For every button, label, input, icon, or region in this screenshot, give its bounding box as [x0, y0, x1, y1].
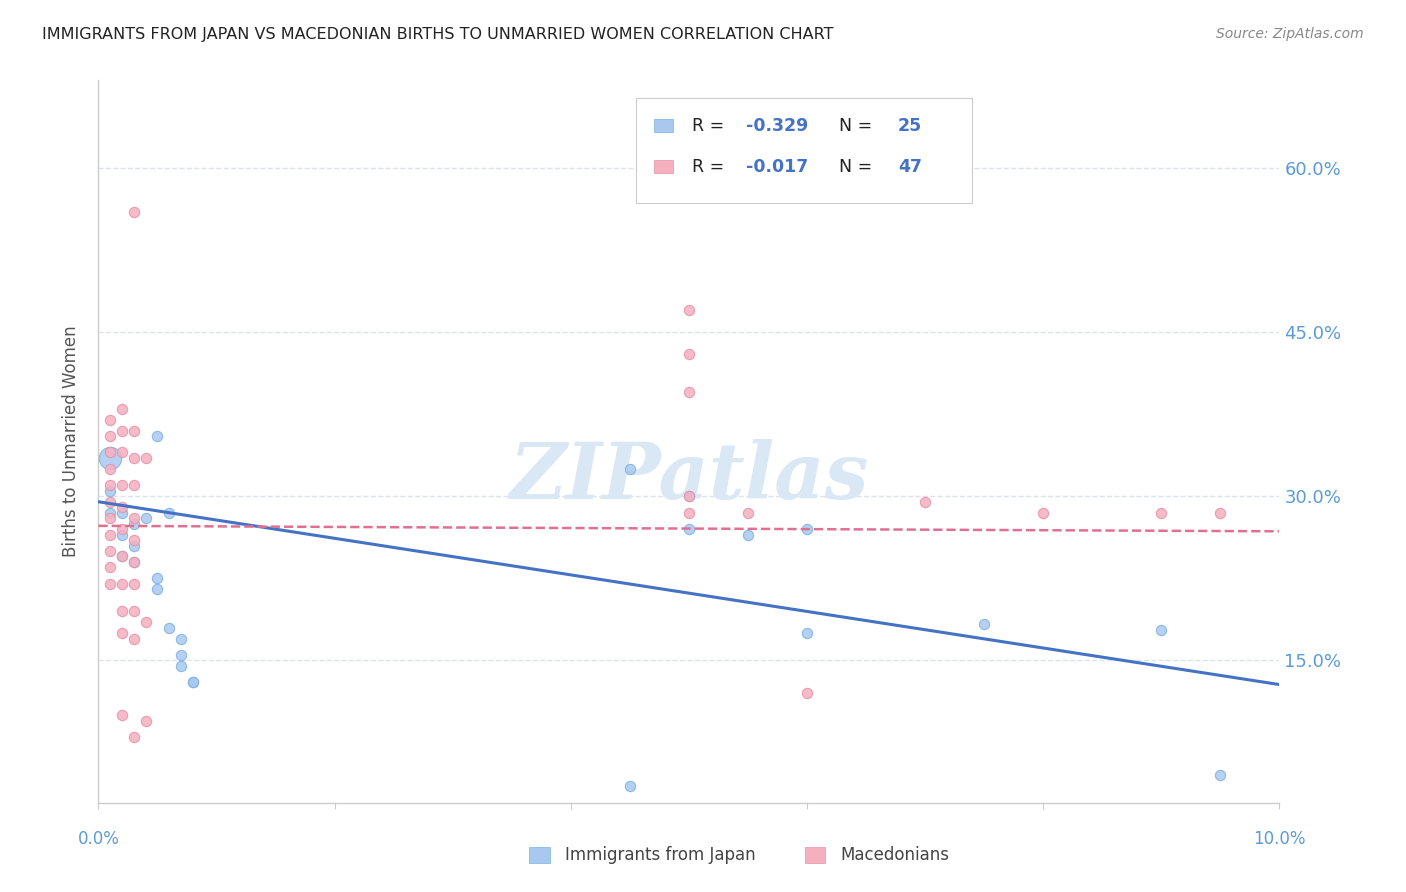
Point: [98, 445, 121, 459]
Point: [678, 489, 700, 503]
Point: [98, 494, 121, 508]
Point: [122, 533, 145, 547]
Text: -0.329: -0.329: [745, 117, 808, 135]
Text: 25: 25: [898, 117, 922, 135]
Point: [111, 577, 134, 591]
Point: [98, 412, 121, 426]
Point: [181, 675, 204, 690]
Text: R =: R =: [693, 158, 730, 176]
Point: [796, 626, 818, 640]
Point: [122, 516, 145, 531]
Point: [135, 615, 157, 630]
Point: [678, 347, 700, 361]
Point: [181, 675, 204, 690]
Point: [98, 544, 121, 558]
Point: [111, 522, 134, 536]
FancyBboxPatch shape: [654, 161, 672, 173]
Point: [157, 621, 180, 635]
Point: [135, 450, 157, 465]
Point: [98, 506, 121, 520]
Point: [111, 445, 134, 459]
Point: [111, 401, 134, 416]
Point: [122, 478, 145, 492]
Point: [678, 522, 700, 536]
Point: [146, 429, 169, 443]
Point: [98, 577, 121, 591]
Text: IMMIGRANTS FROM JAPAN VS MACEDONIAN BIRTHS TO UNMARRIED WOMEN CORRELATION CHART: IMMIGRANTS FROM JAPAN VS MACEDONIAN BIRT…: [42, 27, 834, 42]
Point: [122, 424, 145, 438]
Text: Macedonians: Macedonians: [841, 846, 949, 863]
Text: ZIPatlas: ZIPatlas: [509, 440, 869, 516]
Point: [98, 527, 121, 541]
Point: [111, 549, 134, 564]
Point: [619, 462, 641, 476]
Point: [678, 489, 700, 503]
Text: N =: N =: [828, 158, 879, 176]
Point: [111, 500, 134, 515]
Point: [796, 522, 818, 536]
Point: [111, 424, 134, 438]
Point: [1209, 768, 1232, 782]
Point: [1150, 623, 1173, 637]
Text: N =: N =: [828, 117, 879, 135]
Point: [170, 659, 193, 673]
Text: R =: R =: [693, 117, 730, 135]
Point: [98, 478, 121, 492]
Point: [796, 686, 818, 700]
Point: [170, 632, 193, 646]
Point: [146, 571, 169, 585]
Text: 10.0%: 10.0%: [1253, 830, 1306, 848]
Point: [98, 483, 121, 498]
Point: [1209, 506, 1232, 520]
Point: [914, 494, 936, 508]
Point: [98, 560, 121, 574]
Point: [98, 511, 121, 525]
Y-axis label: Births to Unmarried Women: Births to Unmarried Women: [62, 326, 80, 558]
Point: [98, 450, 121, 465]
Text: 0.0%: 0.0%: [77, 830, 120, 848]
FancyBboxPatch shape: [804, 847, 825, 863]
Text: Immigrants from Japan: Immigrants from Japan: [565, 846, 755, 863]
Point: [122, 577, 145, 591]
Point: [122, 511, 145, 525]
Point: [122, 730, 145, 744]
Point: [122, 539, 145, 553]
Point: [111, 506, 134, 520]
Point: [111, 549, 134, 564]
Point: [111, 708, 134, 723]
FancyBboxPatch shape: [636, 98, 973, 203]
Point: [678, 303, 700, 318]
Point: [619, 780, 641, 794]
Point: [1150, 506, 1173, 520]
Point: [678, 385, 700, 400]
Point: [122, 604, 145, 618]
Text: 47: 47: [898, 158, 922, 176]
Point: [111, 478, 134, 492]
Point: [122, 204, 145, 219]
FancyBboxPatch shape: [530, 847, 550, 863]
Point: [1032, 506, 1054, 520]
Point: [135, 511, 157, 525]
Point: [111, 527, 134, 541]
Point: [122, 555, 145, 569]
Point: [678, 506, 700, 520]
Text: -0.017: -0.017: [745, 158, 808, 176]
Point: [146, 582, 169, 597]
Point: [135, 714, 157, 728]
Point: [973, 617, 995, 632]
Point: [122, 450, 145, 465]
Point: [122, 555, 145, 569]
Point: [98, 462, 121, 476]
Point: [122, 632, 145, 646]
Point: [737, 506, 759, 520]
Point: [157, 506, 180, 520]
Point: [98, 429, 121, 443]
FancyBboxPatch shape: [654, 120, 672, 132]
Text: Source: ZipAtlas.com: Source: ZipAtlas.com: [1216, 27, 1364, 41]
Point: [737, 527, 759, 541]
Point: [111, 604, 134, 618]
Point: [170, 648, 193, 662]
Point: [111, 626, 134, 640]
